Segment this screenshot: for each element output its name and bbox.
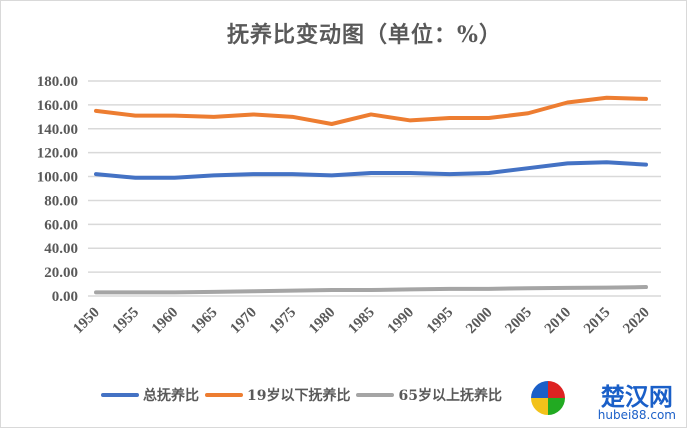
x-tick-label: 1955	[110, 305, 143, 338]
y-tick-label: 180.00	[37, 74, 78, 90]
legend-item-youth: 19岁以下抚养比	[205, 385, 350, 405]
y-tick-label: 120.00	[37, 146, 78, 162]
x-tick-label: 1980	[306, 305, 339, 338]
chart-title: 抚养比变动图（单位：%）	[227, 22, 502, 48]
legend-label: 总抚养比	[143, 388, 199, 404]
x-tick-label: 1985	[345, 305, 378, 338]
series-line-1	[94, 95, 648, 126]
x-tick-label: 2015	[581, 305, 614, 338]
x-tick-label: 1960	[149, 305, 182, 338]
x-tick-label: 2020	[620, 305, 653, 338]
legend-label: 19岁以下抚养比	[247, 388, 351, 404]
y-tick-label: 60.00	[44, 217, 78, 233]
watermark-en: hubei88.com	[597, 408, 676, 422]
legend-label: 65岁以上抚养比	[398, 388, 502, 404]
x-tick-label: 1975	[267, 305, 300, 338]
watermark-cn: 楚汉网	[600, 383, 673, 411]
watermark-logo-icon	[531, 381, 565, 415]
y-tick-label: 160.00	[37, 98, 78, 114]
y-tick-label: 0.00	[52, 289, 78, 305]
y-tick-label: 140.00	[37, 122, 78, 138]
legend: 总抚养比 19岁以下抚养比 65岁以上抚养比	[101, 385, 508, 405]
x-tick-label: 1995	[424, 305, 457, 338]
x-tick-label: 2000	[463, 305, 496, 338]
watermark: 楚汉网 hubei88.com	[598, 377, 676, 422]
legend-swatch	[101, 393, 139, 397]
x-tick-label: 1965	[188, 305, 221, 338]
x-tick-label: 1950	[70, 305, 103, 338]
y-tick-label: 80.00	[44, 193, 78, 209]
y-tick-label: 20.00	[44, 265, 78, 281]
x-tick-label: 1990	[385, 305, 418, 338]
x-tick-label: 2005	[502, 305, 535, 338]
y-tick-label: 40.00	[44, 241, 78, 257]
x-tick-label: 2010	[542, 305, 575, 338]
legend-item-total: 总抚养比	[101, 385, 199, 405]
x-tick-label: 1970	[227, 305, 260, 338]
legend-swatch	[356, 393, 395, 397]
legend-swatch	[205, 393, 243, 397]
series-line-0	[94, 160, 648, 180]
y-tick-label: 100.00	[37, 170, 78, 186]
series-line-2	[94, 285, 648, 295]
legend-item-elderly: 65岁以上抚养比	[356, 385, 502, 405]
